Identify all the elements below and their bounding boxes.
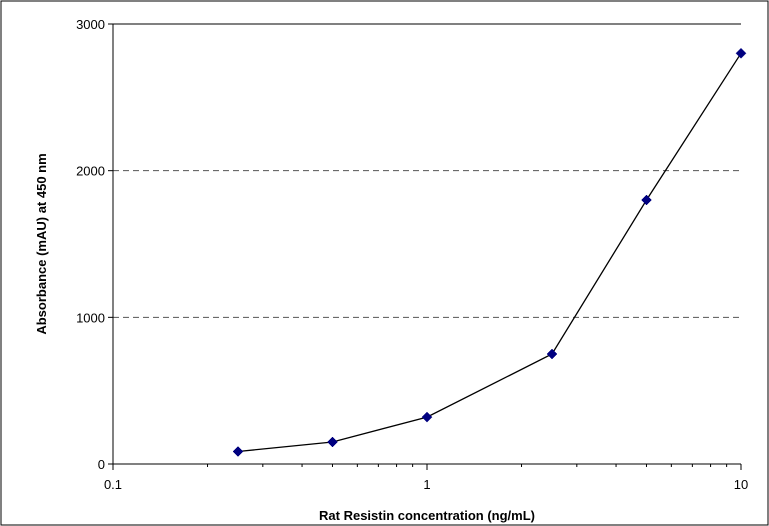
y-tick-label: 3000	[76, 17, 105, 32]
data-point	[546, 348, 558, 360]
data-point	[327, 436, 338, 448]
y-tick-label: 1000	[76, 310, 105, 325]
gridlines	[113, 23, 741, 318]
data-series	[232, 47, 747, 457]
y-tick-label: 0	[98, 457, 105, 472]
series-line	[237, 52, 742, 453]
data-point	[232, 446, 244, 457]
x-tick-label: 10	[734, 477, 748, 492]
data-point	[735, 47, 747, 59]
x-axis-title: Rat Resistin concentration (ng/mL)	[319, 508, 535, 523]
x-tick-label: 0.1	[104, 477, 122, 492]
y-axis-title: Absorbance (mAU) at 450 nm	[34, 153, 49, 334]
x-tick-label: 1	[423, 477, 430, 492]
data-point	[641, 194, 652, 206]
y-tick-label: 2000	[76, 164, 105, 179]
data-point	[421, 411, 433, 423]
axes: 0 1000 2000 3000 0.1 1 10	[76, 17, 748, 492]
